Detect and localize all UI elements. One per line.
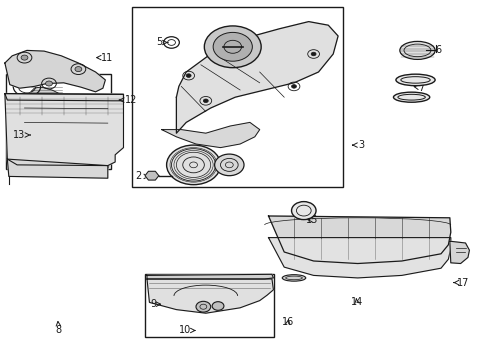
Bar — [145, 274, 274, 337]
Text: 6: 6 — [429, 45, 441, 55]
Text: 3: 3 — [353, 140, 365, 150]
Circle shape — [75, 67, 82, 72]
Circle shape — [292, 202, 316, 220]
Text: 7: 7 — [414, 83, 424, 93]
Polygon shape — [5, 94, 123, 101]
Polygon shape — [145, 171, 159, 180]
Circle shape — [196, 301, 211, 312]
Circle shape — [186, 74, 191, 77]
Polygon shape — [7, 159, 108, 178]
Ellipse shape — [400, 41, 435, 59]
Polygon shape — [269, 216, 451, 264]
Polygon shape — [147, 274, 273, 279]
Circle shape — [203, 99, 208, 103]
Polygon shape — [269, 238, 451, 278]
Text: 16: 16 — [282, 317, 294, 327]
Text: 12: 12 — [120, 95, 138, 105]
Polygon shape — [5, 94, 123, 166]
Text: 9: 9 — [150, 299, 161, 309]
Ellipse shape — [47, 121, 86, 128]
Circle shape — [167, 145, 220, 185]
Text: 8: 8 — [56, 321, 62, 336]
Text: 10: 10 — [179, 325, 195, 336]
Circle shape — [46, 81, 52, 86]
Text: 2: 2 — [136, 171, 148, 181]
Circle shape — [311, 52, 316, 56]
Circle shape — [215, 154, 244, 176]
Polygon shape — [162, 122, 260, 148]
Text: 5: 5 — [156, 37, 168, 48]
Circle shape — [292, 85, 296, 88]
Text: 4: 4 — [215, 164, 226, 174]
Polygon shape — [450, 241, 469, 264]
Circle shape — [204, 26, 261, 68]
Ellipse shape — [396, 74, 435, 86]
Text: 15: 15 — [306, 215, 319, 225]
Text: 17: 17 — [454, 278, 469, 288]
Polygon shape — [176, 22, 338, 133]
Polygon shape — [5, 50, 105, 92]
Bar — [6, 74, 111, 169]
Bar — [132, 7, 343, 187]
Circle shape — [212, 302, 224, 310]
Text: 14: 14 — [350, 297, 363, 307]
Polygon shape — [147, 279, 273, 313]
Text: 1: 1 — [173, 164, 185, 174]
Text: 11: 11 — [97, 53, 113, 63]
Bar — [29, 103, 108, 167]
Circle shape — [213, 32, 252, 61]
Ellipse shape — [282, 275, 306, 281]
Ellipse shape — [393, 92, 430, 102]
Text: 13: 13 — [13, 130, 30, 140]
Circle shape — [21, 55, 28, 60]
Polygon shape — [47, 124, 86, 158]
